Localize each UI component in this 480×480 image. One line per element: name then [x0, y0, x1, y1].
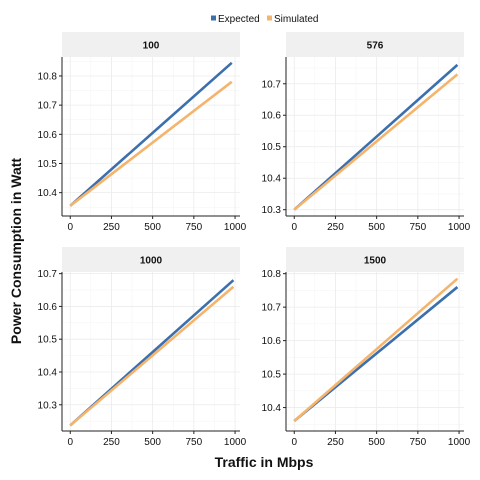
- x-tick-label: 500: [144, 437, 161, 448]
- panel-1000: 1000 0 250 500 750 1000 10.3 10.4 10.5 10.6 10.7: [38, 247, 247, 448]
- panel-strip-label: 576: [367, 41, 384, 52]
- series-line-simulated: [293, 73, 459, 211]
- y-tick-label: 10.5: [38, 335, 58, 346]
- y-tick-label: 10.6: [38, 130, 58, 141]
- series-line-simulated: [69, 80, 233, 207]
- x-tick-label: 500: [368, 437, 385, 448]
- y-tick-label: 10.7: [38, 101, 58, 112]
- panel-strip: [286, 32, 464, 57]
- series-line-simulated: [69, 285, 235, 427]
- x-tick-label: 250: [327, 222, 344, 233]
- y-tick-label: 10.3: [262, 205, 282, 216]
- y-tick-label: 10.7: [262, 79, 282, 90]
- x-tick-label: 1000: [224, 437, 247, 448]
- x-tick-label: 0: [291, 437, 297, 448]
- panel-strip-label: 100: [143, 41, 160, 52]
- y-tick-label: 10.8: [38, 71, 58, 82]
- x-tick-label: 250: [327, 437, 344, 448]
- x-tick-label: 1000: [448, 222, 471, 233]
- x-tick-label: 1000: [224, 222, 247, 233]
- panel-strip: [62, 32, 240, 57]
- x-tick-label: 750: [186, 222, 203, 233]
- panel-strip: [286, 247, 464, 272]
- x-tick-label: 750: [186, 437, 203, 448]
- x-tick-label: 250: [103, 437, 120, 448]
- y-tick-label: 10.5: [38, 159, 58, 170]
- series-line-expected: [69, 61, 233, 207]
- y-tick-label: 10.4: [38, 367, 58, 378]
- panel-576: 576 0 250 500 750 1000 10.3 10.4 10.5 10.6 10.7: [262, 32, 471, 233]
- x-tick-label: 0: [291, 222, 297, 233]
- y-tick-label: 10.6: [262, 336, 282, 347]
- gridlines: [62, 272, 240, 431]
- y-tick-label: 10.5: [262, 142, 282, 153]
- y-tick-label: 10.5: [262, 370, 282, 381]
- legend-swatch-expected: [211, 15, 216, 21]
- legend-label-simulated: Simulated: [274, 14, 318, 25]
- x-tick-label: 1000: [448, 437, 471, 448]
- x-axis-title: Traffic in Mbps: [215, 454, 314, 470]
- y-tick-label: 10.4: [262, 403, 282, 414]
- y-tick-label: 10.8: [262, 269, 282, 280]
- gridlines: [62, 57, 240, 216]
- y-tick-label: 10.4: [38, 188, 58, 199]
- legend-swatch-simulated: [267, 15, 272, 21]
- y-tick-label: 10.6: [262, 111, 282, 122]
- x-tick-label: 750: [410, 437, 427, 448]
- x-tick-label: 250: [103, 222, 120, 233]
- legend: Expected Simulated: [211, 14, 318, 25]
- series-line-simulated: [293, 277, 459, 422]
- panel-strip: [62, 247, 240, 272]
- y-axis-title: Power Consumption in Watt: [8, 158, 24, 344]
- y-tick-label: 10.7: [262, 303, 282, 314]
- panel-strip-label: 1500: [364, 256, 387, 267]
- x-tick-label: 0: [67, 437, 73, 448]
- panel-1500: 1500 0 250 500 750 1000 10.4 10.5 10.6 10.7 10.8: [262, 247, 471, 448]
- y-tick-label: 10.4: [262, 174, 282, 185]
- legend-label-expected: Expected: [218, 14, 260, 25]
- chart-panels: 1000 250 500 750 100010.410.510.610.710.8576…: [38, 32, 471, 448]
- x-tick-label: 500: [144, 222, 161, 233]
- y-tick-label: 10.3: [38, 400, 58, 411]
- x-tick-label: 750: [410, 222, 427, 233]
- y-tick-label: 10.6: [38, 302, 58, 313]
- y-tick-label: 10.7: [38, 269, 58, 280]
- x-tick-label: 0: [67, 222, 73, 233]
- panel-strip-label: 1000: [140, 256, 163, 267]
- x-tick-label: 500: [368, 222, 385, 233]
